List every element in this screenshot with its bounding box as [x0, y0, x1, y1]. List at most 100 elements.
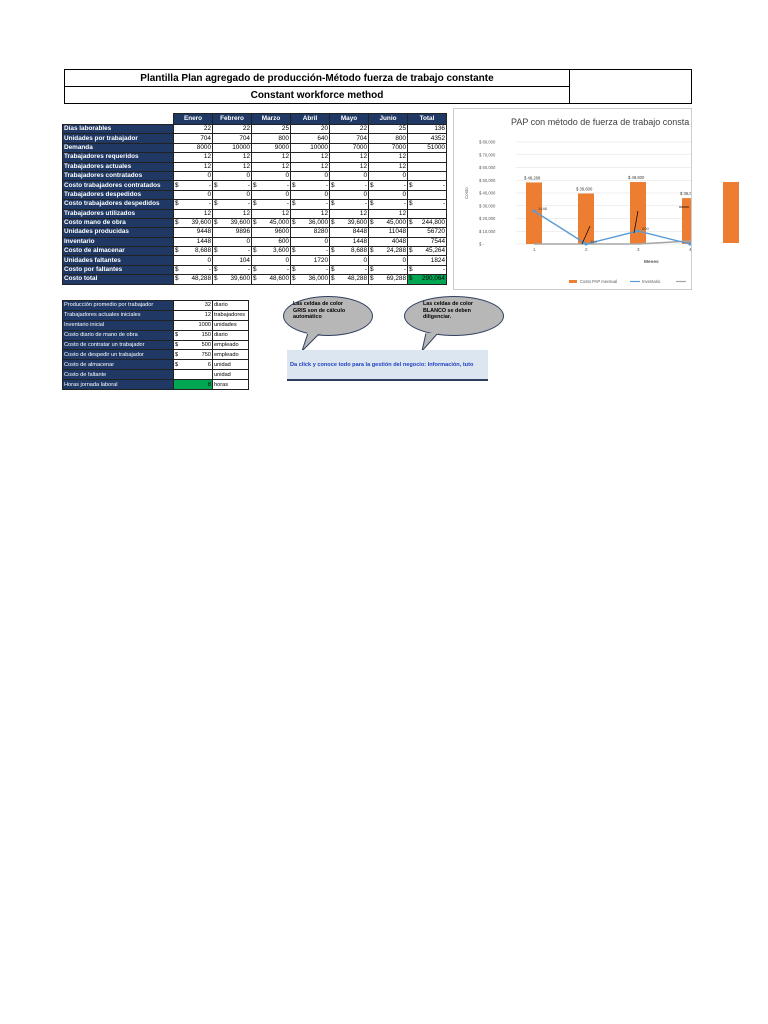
table-cell[interactable]: 0: [368, 255, 408, 266]
param-value[interactable]: [173, 369, 213, 381]
table-cell[interactable]: $ -: [368, 264, 408, 276]
table-cell[interactable]: $45,000: [251, 217, 291, 229]
table-cell[interactable]: 704: [173, 133, 213, 144]
table-cell[interactable]: 0: [251, 170, 291, 182]
table-cell[interactable]: 12: [290, 161, 330, 172]
table-cell[interactable]: $ -: [329, 180, 369, 191]
param-value[interactable]: 1000: [173, 319, 213, 331]
table-cell[interactable]: 12: [290, 208, 330, 219]
table-cell[interactable]: 56720: [407, 227, 447, 238]
table-cell[interactable]: $39,600: [173, 217, 213, 229]
table-cell[interactable]: $36,000: [290, 217, 330, 229]
table-cell[interactable]: [407, 152, 447, 163]
table-cell[interactable]: $3,600: [251, 246, 291, 257]
table-cell[interactable]: 4352: [407, 133, 447, 144]
table-cell[interactable]: $45,264: [407, 246, 447, 257]
table-cell[interactable]: 12: [329, 161, 369, 172]
param-value[interactable]: $6: [173, 359, 213, 371]
table-cell[interactable]: $ -: [329, 264, 369, 276]
table-cell[interactable]: 0: [329, 189, 369, 201]
table-cell[interactable]: $ -: [212, 180, 252, 191]
table-cell[interactable]: $ -: [407, 180, 447, 191]
table-cell[interactable]: 800: [368, 133, 408, 144]
table-cell[interactable]: 12: [368, 208, 408, 219]
table-cell[interactable]: 12: [173, 152, 213, 163]
table-cell[interactable]: $45,000: [368, 217, 408, 229]
table-cell[interactable]: 22: [329, 123, 369, 135]
table-cell[interactable]: 12: [212, 152, 252, 163]
table-cell[interactable]: 12: [368, 152, 408, 163]
table-cell[interactable]: 0: [212, 236, 252, 248]
param-value[interactable]: $150: [173, 329, 213, 341]
table-cell[interactable]: 12: [251, 152, 291, 163]
table-cell[interactable]: 800: [251, 133, 291, 144]
table-cell[interactable]: 0: [290, 170, 330, 182]
table-cell[interactable]: 12: [173, 161, 213, 172]
table-cell[interactable]: 7000: [329, 142, 369, 154]
param-value[interactable]: $500: [173, 339, 213, 351]
table-cell[interactable]: $24,288: [368, 246, 408, 257]
table-cell[interactable]: 25: [251, 123, 291, 135]
table-cell[interactable]: 0: [173, 255, 213, 266]
table-cell[interactable]: $ -: [290, 246, 330, 257]
table-cell[interactable]: 704: [212, 133, 252, 144]
table-cell[interactable]: 0: [173, 170, 213, 182]
table-cell[interactable]: 7000: [368, 142, 408, 154]
table-cell[interactable]: 0: [251, 255, 291, 266]
table-cell[interactable]: 9448: [173, 227, 213, 238]
table-cell[interactable]: $ -: [290, 264, 330, 276]
table-cell[interactable]: $ -: [368, 180, 408, 191]
table-cell[interactable]: $48,288: [173, 274, 213, 285]
table-cell[interactable]: $39,600: [212, 274, 252, 285]
table-cell[interactable]: [407, 189, 447, 201]
table-cell[interactable]: $8,688: [329, 246, 369, 257]
table-cell[interactable]: 640: [290, 133, 330, 144]
table-cell[interactable]: 9896: [212, 227, 252, 238]
table-cell[interactable]: 22: [212, 123, 252, 135]
table-cell[interactable]: 0: [290, 236, 330, 248]
table-cell[interactable]: 22: [173, 123, 213, 135]
info-banner-link[interactable]: Da click y conoce todo para la gestión d…: [287, 350, 488, 381]
table-cell[interactable]: $ -: [251, 199, 291, 210]
table-cell[interactable]: [407, 208, 447, 219]
table-cell[interactable]: 0: [329, 255, 369, 266]
table-cell[interactable]: 1448: [329, 236, 369, 248]
table-cell[interactable]: 600: [251, 236, 291, 248]
table-cell[interactable]: $ -: [407, 264, 447, 276]
param-value[interactable]: 8: [173, 379, 213, 391]
table-cell[interactable]: 9600: [251, 227, 291, 238]
table-cell[interactable]: 12: [368, 161, 408, 172]
table-cell[interactable]: $ -: [173, 180, 213, 191]
table-cell[interactable]: 0: [368, 170, 408, 182]
table-cell[interactable]: 1448: [173, 236, 213, 248]
table-cell[interactable]: 25: [368, 123, 408, 135]
table-cell[interactable]: 704: [329, 133, 369, 144]
table-cell[interactable]: 0: [212, 170, 252, 182]
table-cell[interactable]: 12: [329, 208, 369, 219]
table-cell[interactable]: $ -: [251, 264, 291, 276]
table-cell[interactable]: 8448: [329, 227, 369, 238]
table-cell[interactable]: $244,800: [407, 217, 447, 229]
table-cell[interactable]: $48,600: [251, 274, 291, 285]
table-cell[interactable]: 0: [173, 189, 213, 201]
table-cell[interactable]: $290,064: [407, 274, 447, 285]
table-cell[interactable]: $ -: [173, 199, 213, 210]
table-cell[interactable]: 51000: [407, 142, 447, 154]
table-cell[interactable]: 8000: [173, 142, 213, 154]
table-cell[interactable]: $ -: [173, 264, 213, 276]
table-cell[interactable]: 0: [251, 189, 291, 201]
table-cell[interactable]: 9000: [251, 142, 291, 154]
param-value[interactable]: $750: [173, 349, 213, 361]
table-cell[interactable]: $ -: [212, 199, 252, 210]
table-cell[interactable]: $ -: [407, 199, 447, 210]
table-cell[interactable]: $36,000: [290, 274, 330, 285]
table-cell[interactable]: 10000: [212, 142, 252, 154]
table-cell[interactable]: 136: [407, 123, 447, 135]
table-cell[interactable]: $8,688: [173, 246, 213, 257]
param-value[interactable]: 12: [173, 309, 213, 321]
table-cell[interactable]: 104: [212, 255, 252, 266]
table-cell[interactable]: 12: [212, 208, 252, 219]
table-cell[interactable]: $39,600: [329, 217, 369, 229]
table-cell[interactable]: 12: [212, 161, 252, 172]
table-cell[interactable]: 0: [329, 170, 369, 182]
